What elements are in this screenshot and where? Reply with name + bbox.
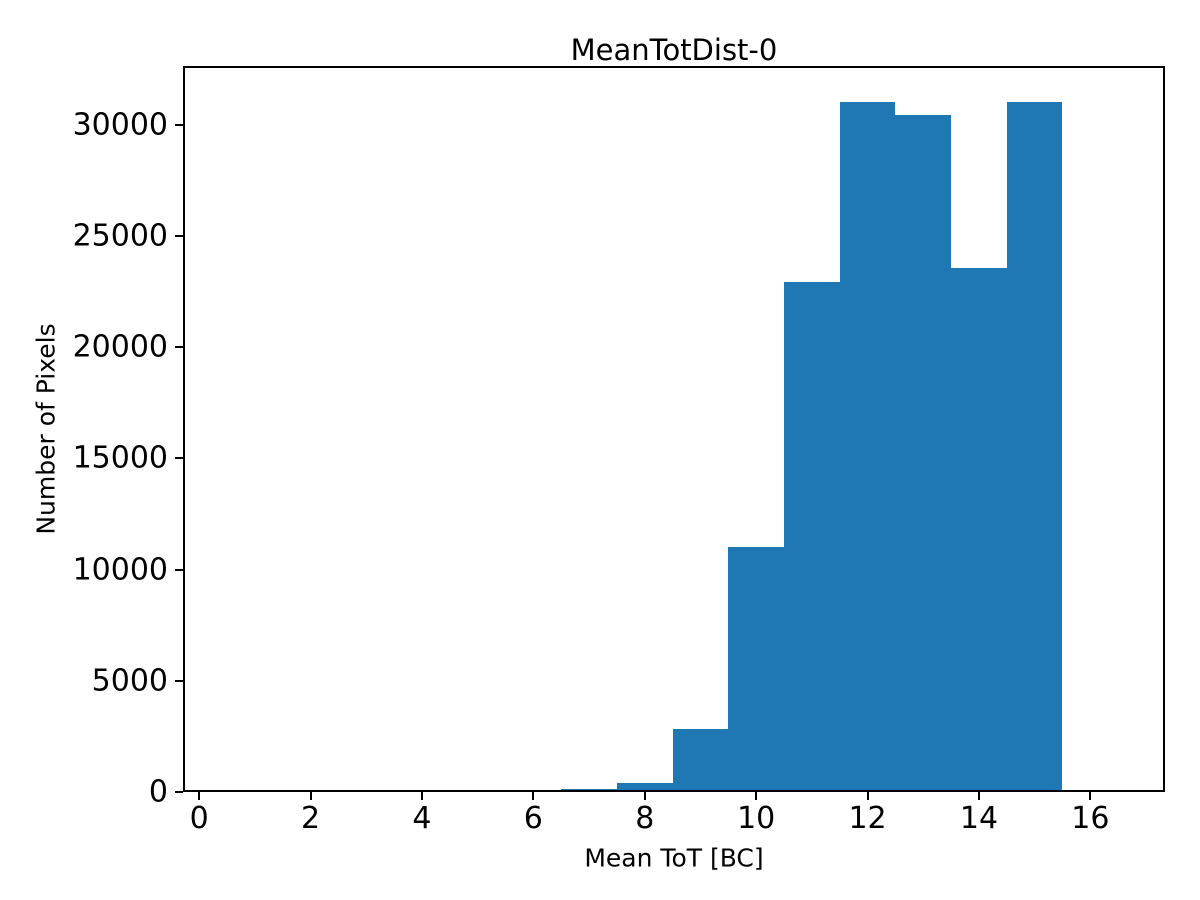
x-tick-mark — [643, 792, 646, 800]
histogram-bar — [895, 114, 952, 792]
x-axis-label: Mean ToT [BC] — [584, 843, 764, 873]
plot-area: 0 2 4 6 8 10 12 14 16 0 5000 10000 15000 20000 25000 3… — [73, 66, 1165, 835]
y-tick-mark — [175, 235, 183, 238]
y-tick-mark — [175, 457, 183, 460]
x-tick-mark — [1089, 792, 1092, 800]
x-tick-label: 2 — [301, 801, 321, 836]
y-tick-mark — [175, 346, 183, 349]
x-tick-mark — [532, 792, 535, 800]
x-tick-label: 14 — [959, 801, 999, 836]
y-tick-label: 25000 — [72, 218, 168, 254]
x-tick-label: 16 — [1071, 801, 1110, 836]
x-tick-mark — [755, 792, 758, 800]
x-tick-mark — [309, 792, 312, 800]
x-tick-mark — [977, 792, 980, 800]
histogram-bar — [1006, 101, 1063, 792]
histogram-bar — [951, 268, 1007, 792]
x-tick-label: 4 — [412, 801, 432, 836]
x-tick-label: 6 — [523, 801, 543, 836]
y-tick-label: 10000 — [72, 552, 168, 588]
y-tick-label: 30000 — [72, 107, 168, 143]
histogram-bar — [839, 101, 896, 792]
histogram-bar — [728, 547, 784, 792]
x-tick-label: 10 — [737, 801, 776, 836]
histogram-bar — [616, 783, 673, 792]
chart-title: MeanTotDist-0 — [570, 33, 778, 67]
x-tick-mark — [866, 792, 869, 800]
y-tick-label: 5000 — [91, 663, 168, 699]
y-tick-mark — [175, 568, 183, 571]
y-tick-label: 15000 — [72, 440, 168, 476]
y-tick-mark — [175, 791, 183, 793]
y-tick-mark — [175, 123, 183, 126]
x-tick-label: 8 — [635, 801, 655, 836]
y-axis-label: Number of Pixels — [31, 323, 61, 535]
y-tick-label: 20000 — [72, 329, 168, 365]
x-tick-label: 0 — [189, 801, 209, 836]
bars-layer — [183, 66, 1165, 792]
histogram-bar — [561, 788, 617, 792]
x-tick-label: 12 — [848, 801, 887, 836]
y-tick-mark — [175, 679, 183, 682]
histogram-bar — [784, 281, 840, 792]
x-tick-mark — [198, 792, 201, 800]
x-tick-mark — [420, 792, 423, 800]
y-tick-label: 0 — [148, 774, 168, 810]
histogram-bar — [672, 728, 729, 792]
